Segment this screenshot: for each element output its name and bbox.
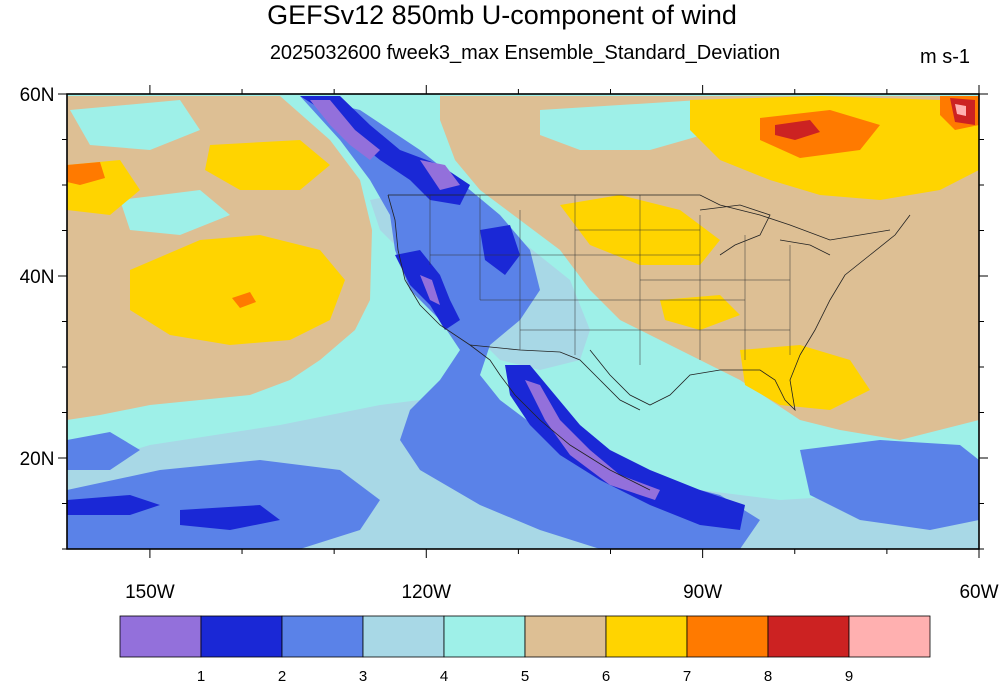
axis-labels: 60N 40N 20N 150W 120W 90W 60W xyxy=(20,85,999,603)
colorbar-swatch xyxy=(281,615,364,658)
orange-region-west xyxy=(67,162,105,185)
lon-label: 150W xyxy=(125,582,175,603)
darkblue-region-mexico xyxy=(505,365,745,530)
darkblue-region-southpac xyxy=(180,505,280,530)
turquoise-pocket-2 xyxy=(70,100,200,150)
colorbar-label: 2 xyxy=(278,668,286,683)
units-label: m s-1 xyxy=(920,46,970,68)
darkblue-region-southwest xyxy=(67,495,160,515)
lat-label: 60N xyxy=(20,85,55,106)
purple-region-bc xyxy=(420,160,460,190)
contour-field xyxy=(67,94,979,549)
colorbar-swatch xyxy=(767,615,850,658)
lon-label: 90W xyxy=(683,582,722,603)
purple-region-california xyxy=(420,275,440,305)
colorbar: 1 2 3 4 5 6 7 8 9 xyxy=(119,615,931,683)
colorbar-swatch xyxy=(200,615,283,658)
colorbar-label: 8 xyxy=(764,668,772,683)
orange-region-canada xyxy=(760,110,880,158)
blue-region-hawaii xyxy=(67,432,140,470)
colorbar-swatch xyxy=(362,615,445,658)
gold-region-southeast xyxy=(740,345,870,410)
blue-region-southwest xyxy=(67,460,380,549)
colorbar-swatch xyxy=(848,615,931,658)
colorbar-swatch xyxy=(605,615,688,658)
axis-ticks xyxy=(58,85,988,558)
lon-label: 60W xyxy=(959,582,998,603)
gold-region-pacific xyxy=(130,235,345,345)
colorbar-swatch xyxy=(119,615,202,658)
east-coast-line xyxy=(799,214,911,356)
purple-region-alaska xyxy=(310,100,380,160)
colorbar-label: 6 xyxy=(602,668,610,683)
pink-region-northeast xyxy=(955,104,966,116)
us-canada-border xyxy=(388,194,891,241)
turquoise-pocket-1 xyxy=(540,100,720,150)
colorbar-label: 7 xyxy=(683,668,691,683)
chart-title: GEFSv12 850mb U-component of wind xyxy=(267,0,737,30)
lat-label: 20N xyxy=(20,449,55,470)
great-lakes xyxy=(699,204,831,256)
gold-region-north-pacific xyxy=(205,140,330,190)
orange-region-pacific xyxy=(232,292,256,308)
turquoise-pocket-3 xyxy=(120,190,230,235)
colorbar-label: 9 xyxy=(845,668,853,683)
blue-region-coast xyxy=(300,96,760,549)
blue-region-southeast xyxy=(800,440,979,530)
lon-label: 120W xyxy=(401,582,451,603)
state-lines xyxy=(429,195,791,365)
colorbar-label: 5 xyxy=(521,668,529,683)
colorbar-label: 4 xyxy=(440,668,448,683)
colorbar-swatch xyxy=(443,615,526,658)
west-coast-line xyxy=(387,194,651,491)
colorbar-label: 1 xyxy=(197,668,205,683)
gulf-coast-line xyxy=(589,349,801,412)
lat-label: 40N xyxy=(20,267,55,288)
state-borders xyxy=(429,195,791,365)
colorbar-label: 3 xyxy=(359,668,367,683)
colorbar-swatch xyxy=(524,615,607,658)
colorbar-swatch xyxy=(686,615,769,658)
chart-subtitle: 2025032600 fweek3_max Ensemble_Standard_… xyxy=(269,42,781,64)
red-region-canada xyxy=(775,120,820,140)
darkblue-region-rockies xyxy=(480,225,520,275)
